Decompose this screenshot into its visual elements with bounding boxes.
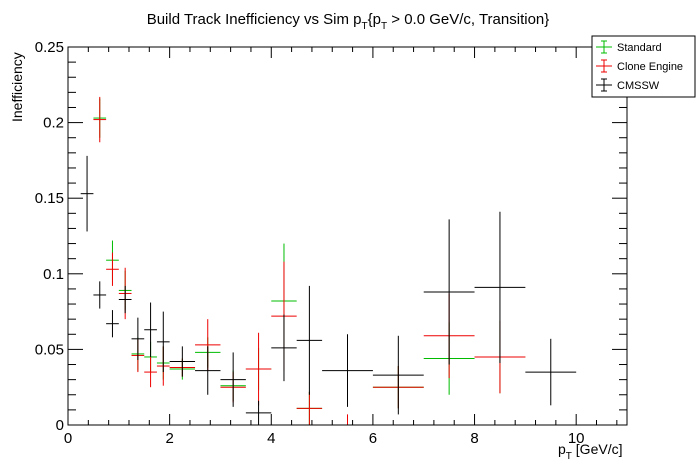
data-point xyxy=(474,211,526,364)
x-tick-label: 10 xyxy=(568,430,585,447)
data-point xyxy=(423,219,475,365)
y-tick-label: 0.2 xyxy=(43,115,64,132)
legend-label: Clone Engine xyxy=(617,61,683,73)
data-point xyxy=(372,335,424,415)
data-point xyxy=(525,338,577,406)
data-point xyxy=(106,252,119,286)
data-point xyxy=(245,400,272,425)
legend-entry: Standard xyxy=(596,40,662,54)
data-point xyxy=(271,314,297,382)
x-tick-label: 4 xyxy=(267,430,275,447)
data-point xyxy=(93,96,107,143)
data-point xyxy=(296,391,323,425)
series-layer xyxy=(80,96,577,426)
x-axis-label: pT [GeV/c] xyxy=(558,441,622,462)
data-point xyxy=(131,317,145,360)
data-point xyxy=(144,302,157,357)
chart-title: Build Track Inefficiency vs Sim pT{pT > … xyxy=(147,11,550,32)
data-point xyxy=(245,332,272,406)
data-point xyxy=(156,311,170,373)
data-point xyxy=(296,285,323,395)
y-tick-label: 0.15 xyxy=(35,190,64,207)
y-tick-label: 0.05 xyxy=(35,341,64,358)
legend-label: Standard xyxy=(617,42,662,54)
x-tick-label: 6 xyxy=(369,430,377,447)
legend: Standard Clone Engine CMSSW xyxy=(591,35,696,98)
data-point xyxy=(220,352,246,407)
y-tick-label: 0 xyxy=(56,417,64,434)
data-point xyxy=(322,334,373,407)
y-tick-label: 0.1 xyxy=(43,266,64,283)
data-point xyxy=(118,285,132,314)
data-point xyxy=(80,155,94,232)
legend-entry: Clone Engine xyxy=(596,59,683,73)
x-tick-label: 0 xyxy=(64,430,72,447)
y-axis-label: Inefficiency xyxy=(9,52,25,122)
y-tick-label: 0.25 xyxy=(35,39,64,56)
plot-frame xyxy=(67,46,628,426)
data-point xyxy=(106,310,119,338)
x-tick-label: 2 xyxy=(165,430,173,447)
series-cmssw xyxy=(80,155,577,425)
data-point xyxy=(144,356,157,388)
data-point xyxy=(169,346,196,377)
data-point xyxy=(195,346,221,395)
x-tick-label: 8 xyxy=(470,430,478,447)
data-point xyxy=(93,281,107,309)
legend-label: CMSSW xyxy=(617,80,660,92)
legend-entry: CMSSW xyxy=(596,78,660,92)
